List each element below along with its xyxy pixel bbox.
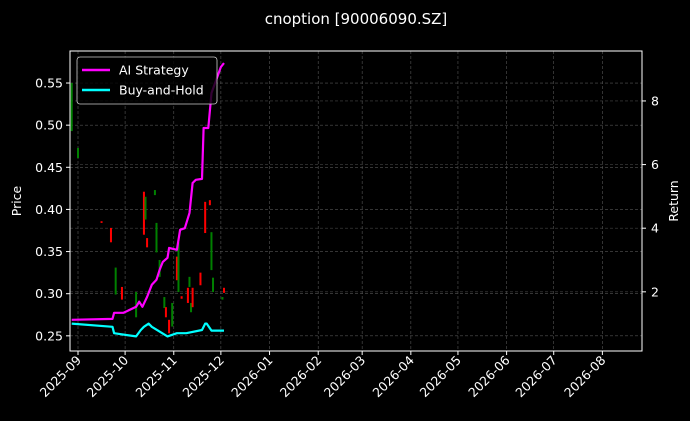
candlestick [109, 227, 112, 243]
candlestick [208, 200, 211, 206]
candlestick [199, 272, 202, 286]
y-tick-label: 0.25 [35, 328, 63, 343]
candlestick [177, 242, 180, 293]
candlestick [168, 319, 171, 334]
y-tick-label: 0.30 [35, 286, 63, 301]
y-tick-label: 0.35 [35, 244, 63, 259]
y-tick-label: 0.50 [35, 118, 63, 133]
candlestick [175, 256, 178, 281]
candlestick [77, 147, 79, 159]
candlestick [204, 201, 207, 234]
x-tick-label: 2025-10 [84, 352, 132, 400]
candlestick [180, 296, 183, 299]
legend [76, 56, 218, 105]
y-tick-label: 0.45 [35, 160, 63, 175]
plot-frame [69, 50, 643, 352]
candlestick [142, 191, 145, 235]
x-tick-label: 2026-05 [417, 353, 465, 401]
candlestick [70, 83, 73, 132]
y2-tick-label: 8 [651, 93, 659, 108]
candlestick [186, 287, 189, 303]
x-tick-label: 2025-11 [132, 353, 180, 401]
y2-tick-label: 6 [651, 157, 659, 172]
candlestick [120, 286, 123, 300]
x-tick-label: 2026-01 [228, 353, 276, 401]
candlestick [188, 276, 191, 287]
candlestick [221, 297, 224, 300]
y-axis-label: Price [9, 185, 24, 216]
y2-tick-label: 4 [651, 221, 659, 236]
legend-label: Buy-and-Hold [119, 83, 204, 98]
candlestick [171, 302, 174, 327]
candlestick [223, 287, 226, 293]
candlestick [212, 277, 215, 293]
x-tick-label: 2025-12 [179, 353, 227, 401]
legend-label: AI Strategy [119, 63, 189, 78]
x-tick-label: 2025-09 [37, 352, 85, 400]
candlestick [155, 222, 158, 253]
chart-title: cnoption [90006090.SZ] [265, 10, 448, 28]
candlestick [153, 190, 156, 196]
candlestick [144, 196, 147, 220]
y-tick-label: 0.40 [35, 202, 63, 217]
x-tick-label: 2026-06 [465, 352, 513, 400]
x-tick-label: 2026-07 [512, 353, 560, 401]
candlestick [146, 238, 149, 248]
x-tick-label: 2026-02 [277, 353, 325, 401]
x-tick-label: 2026-03 [321, 353, 369, 401]
y2-axis-label: Return [666, 180, 681, 221]
x-tick-label: 2026-04 [369, 352, 417, 400]
x-tick-label: 2026-08 [561, 352, 609, 400]
y2-tick-label: 2 [651, 284, 659, 299]
candlestick [114, 267, 117, 295]
candlestick [163, 297, 166, 309]
candlestick [135, 292, 138, 318]
candlestick [100, 221, 103, 223]
candlestick [210, 232, 213, 271]
ai-strategy-line [71, 62, 225, 321]
candlestick [190, 302, 193, 313]
candlestick [191, 287, 194, 308]
y-tick-label: 0.55 [35, 76, 63, 91]
candlestick [164, 307, 167, 318]
buy-and-hold-line [71, 322, 224, 338]
